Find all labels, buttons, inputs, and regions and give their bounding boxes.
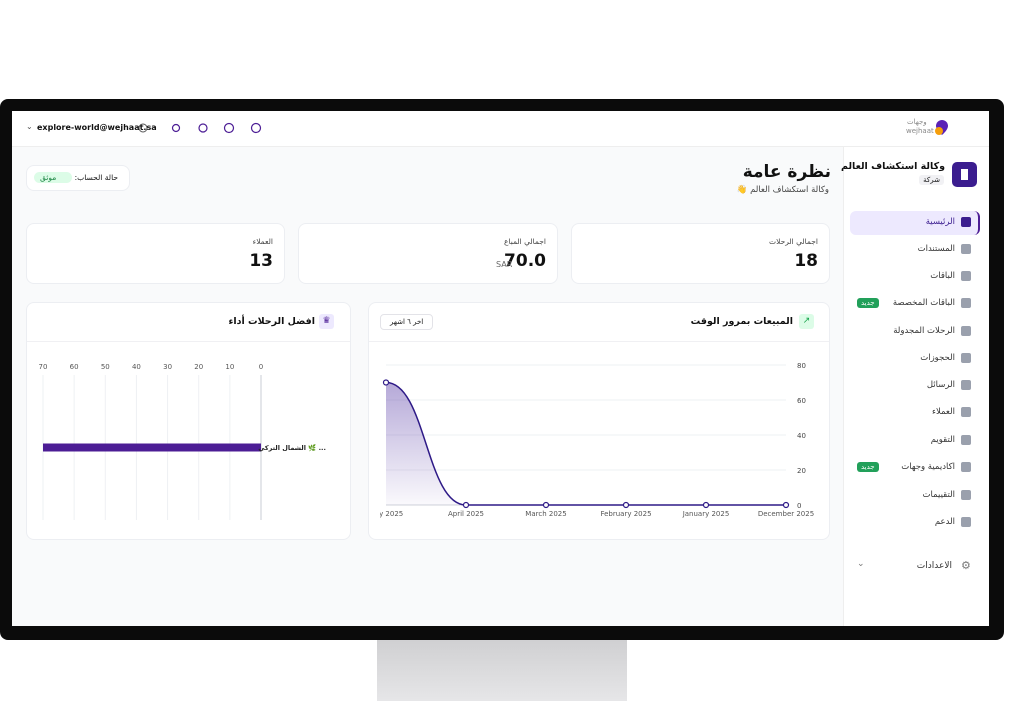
stat-value: 18 xyxy=(794,251,818,271)
sales-chart-icon: ↗ xyxy=(799,314,814,329)
nav-icon[interactable] xyxy=(961,244,971,254)
header xyxy=(12,111,989,147)
area xyxy=(386,382,786,505)
nav-icon[interactable] xyxy=(961,298,971,308)
bell-icon[interactable] xyxy=(171,123,181,133)
nav-item[interactable]: الباقات xyxy=(930,271,955,281)
logo-text: وجهات xyxy=(907,118,927,126)
agency-icon-glyph xyxy=(961,169,968,180)
stat-label: العملاء xyxy=(252,237,273,246)
stat-unit: SAR xyxy=(496,260,513,269)
theme-icon[interactable] xyxy=(138,123,148,133)
y-tick-label: 40 xyxy=(797,432,806,440)
nav-active xyxy=(850,211,980,235)
x-tick-label: 30 xyxy=(163,363,172,371)
y-tick-label: 80 xyxy=(797,362,806,370)
stat-card xyxy=(571,223,830,284)
page-title: نظرة عامة xyxy=(742,162,831,182)
y-tick-label: 0 xyxy=(797,502,801,510)
stat-label: اجمالي المباع xyxy=(504,237,546,246)
nav-item[interactable]: اكاديمية وجهات xyxy=(901,462,955,472)
nav-icon[interactable] xyxy=(961,326,971,336)
chat-icon[interactable] xyxy=(198,123,208,133)
line xyxy=(385,381,786,506)
card-divider xyxy=(369,341,829,342)
nav-icon[interactable] xyxy=(961,271,971,281)
x-tick-label: December 2025 xyxy=(758,510,814,518)
sales-chart-title: المبيعات بمرور الوقت xyxy=(690,316,793,327)
x-tick-label: 40 xyxy=(132,363,141,371)
x-tick-label: 20 xyxy=(194,363,203,371)
agency-type: شركة xyxy=(919,175,944,185)
bar xyxy=(43,443,261,452)
stat-value: 70.0 xyxy=(504,251,546,271)
nav-icon[interactable] xyxy=(961,217,971,227)
point xyxy=(622,501,630,509)
nav-item[interactable]: الرسائل xyxy=(926,380,955,390)
x-tick-label: 60 xyxy=(70,363,79,371)
globe-icon[interactable] xyxy=(250,122,262,134)
y-tick-label: 60 xyxy=(797,397,806,405)
x-tick-label: January 2025 xyxy=(682,510,730,518)
nav-icon[interactable] xyxy=(961,353,971,363)
stat-label: اجمالي الرحلات xyxy=(769,237,818,246)
nav-icon[interactable] xyxy=(961,462,971,472)
nav-icon[interactable] xyxy=(961,380,971,390)
top-trips-title: افضل الرحلات أداء xyxy=(228,316,315,327)
user-menu-chevron[interactable]: ⌄ xyxy=(26,122,33,131)
nav-badge: جديد xyxy=(857,298,879,308)
nav-settings[interactable]: الاعدادات xyxy=(916,561,952,571)
nav-icon[interactable] xyxy=(961,517,971,527)
nav-icon[interactable] xyxy=(961,407,971,417)
nav-item[interactable]: الرئيسية xyxy=(925,217,955,227)
point xyxy=(782,501,790,509)
nav-item[interactable]: التقييمات xyxy=(922,490,955,500)
language-icon[interactable] xyxy=(223,122,235,134)
nav-badge: جديد xyxy=(857,462,879,472)
nav-item[interactable]: الباقات المخصصة xyxy=(892,298,955,308)
x-tick-label: May 2025 xyxy=(369,510,404,518)
nav-item[interactable]: الحجوزات xyxy=(920,353,955,363)
card-divider xyxy=(27,341,350,342)
stat-card xyxy=(298,223,558,284)
x-tick-label: 70 xyxy=(39,363,48,371)
user-email[interactable]: explore-world@wejhaat.sa xyxy=(37,123,157,132)
logo-dot xyxy=(935,127,943,135)
agency-name: وكالة استكشاف العالم xyxy=(841,161,945,172)
account-status-badge: موثق xyxy=(34,172,73,183)
top-trips-icon: ♛ xyxy=(319,314,334,329)
nav-item[interactable]: التقويم xyxy=(930,435,955,445)
x-tick-label: 0 xyxy=(259,363,263,371)
nav-icon[interactable] xyxy=(961,490,971,500)
nav-item[interactable]: الرحلات المجدولة xyxy=(893,326,955,336)
point xyxy=(542,501,550,509)
nav-icon[interactable] xyxy=(961,435,971,445)
x-tick-label: 10 xyxy=(225,363,234,371)
point xyxy=(702,501,710,509)
nav-item[interactable]: الدعم xyxy=(934,517,955,527)
page-subtitle: وكالة استكشاف العالم 👋 xyxy=(736,185,829,195)
settings-chevron[interactable]: ⌄ xyxy=(857,559,865,569)
monitor-stand xyxy=(377,638,627,701)
account-status-label: حالة الحساب: xyxy=(74,173,118,182)
nav-item[interactable]: المستندات xyxy=(917,244,955,254)
x-tick-label: 50 xyxy=(101,363,110,371)
settings-icon[interactable]: ⚙ xyxy=(961,559,971,572)
point xyxy=(462,501,470,509)
y-tick-label: 20 xyxy=(797,467,806,475)
period-filter[interactable]: اخر ٦ اشهر xyxy=(380,314,434,330)
nav-item[interactable]: العملاء xyxy=(931,407,955,417)
stat-value: 13 xyxy=(249,251,273,271)
x-tick-label: February 2025 xyxy=(600,510,651,518)
x-tick-label: April 2025 xyxy=(448,510,484,518)
x-tick-label: March 2025 xyxy=(525,510,566,518)
logo-text-en: wejhaat xyxy=(906,127,934,135)
y-tick-label: الشمال التركي 🌿 ... xyxy=(258,444,326,452)
stat-card xyxy=(26,223,285,284)
point xyxy=(382,379,390,386)
